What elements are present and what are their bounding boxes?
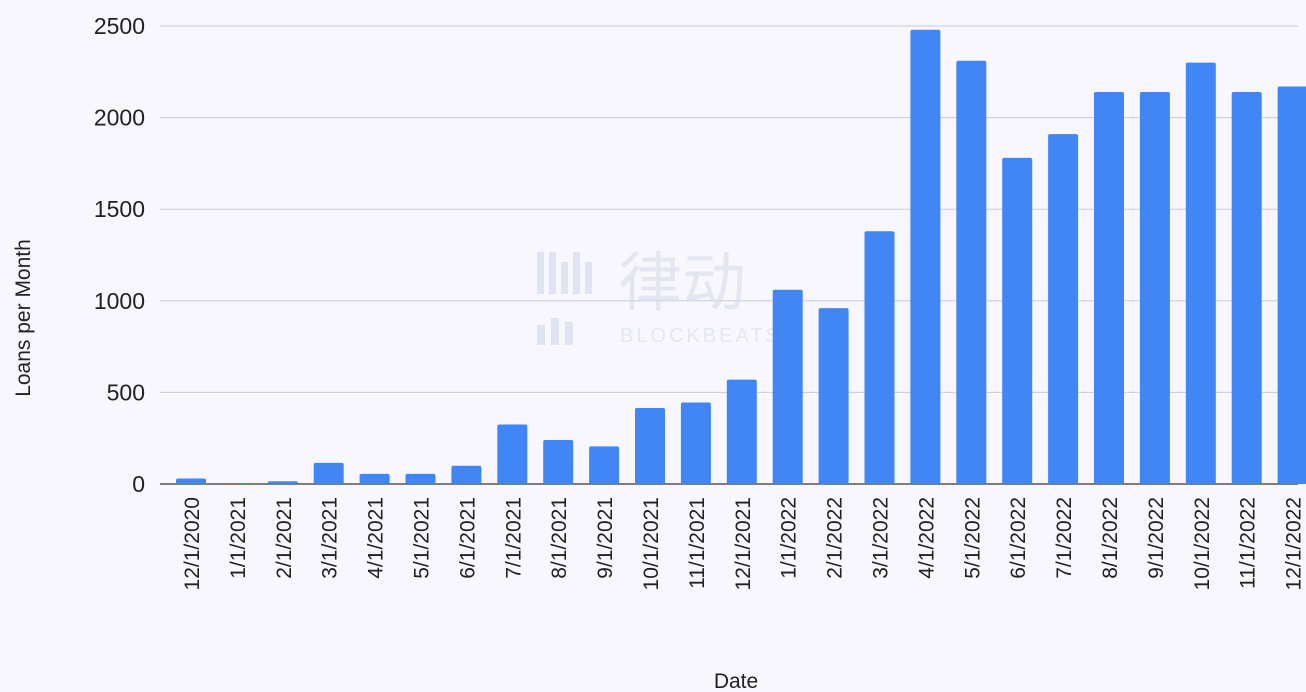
bar — [772, 289, 803, 484]
x-tick-label: 6/1/2022 — [1007, 497, 1030, 579]
bar — [451, 465, 482, 484]
bar — [176, 478, 206, 484]
x-tick-label: 7/1/2022 — [1053, 497, 1076, 579]
bar — [359, 473, 390, 484]
watermark-cjk: 律动 — [618, 247, 746, 319]
bar — [956, 60, 987, 485]
x-tick-label: 11/1/2021 — [686, 497, 709, 589]
y-tick-label: 2500 — [94, 13, 145, 39]
x-axis-ticks: 12/1/2020 1/1/2021 2/1/2021 3/1/2021 4/1/202… — [181, 497, 1306, 590]
bar — [267, 481, 298, 484]
x-tick-label: 9/1/2021 — [594, 497, 617, 579]
bar — [1094, 92, 1124, 484]
y-axis-ticks: 0 500 1000 1500 2000 2500 — [94, 13, 145, 497]
bar — [726, 379, 757, 484]
bar — [1139, 92, 1170, 484]
x-tick-label: 1/1/2021 — [227, 497, 250, 579]
x-tick-label: 10/1/2022 — [1191, 497, 1214, 590]
x-tick-label: 10/1/2021 — [640, 497, 663, 590]
x-tick-label: 12/1/2022 — [1283, 497, 1306, 590]
x-tick-label: 8/1/2022 — [1099, 497, 1122, 579]
y-axis-title: Loans per Month — [12, 239, 35, 397]
x-axis-title: Date — [714, 670, 758, 692]
bar — [1185, 62, 1216, 484]
x-tick-label: 5/1/2022 — [961, 497, 984, 579]
bar — [818, 308, 849, 484]
x-tick-label: 4/1/2022 — [915, 497, 938, 579]
bars — [176, 29, 1306, 485]
x-tick-label: 3/1/2022 — [870, 497, 893, 579]
x-tick-label: 5/1/2021 — [411, 497, 434, 579]
bar — [1002, 157, 1033, 484]
x-tick-label: 3/1/2021 — [319, 497, 342, 579]
bar — [313, 462, 344, 484]
bar — [589, 446, 620, 484]
x-tick-label: 6/1/2021 — [456, 497, 479, 579]
watermark-latin: BLOCKBEATS — [620, 325, 782, 347]
bar — [1048, 134, 1079, 484]
y-tick-label: 2000 — [94, 105, 145, 131]
x-tick-label: 8/1/2021 — [548, 497, 571, 579]
x-tick-label: 9/1/2022 — [1145, 497, 1168, 579]
x-tick-label: 7/1/2021 — [502, 497, 525, 579]
y-tick-label: 1500 — [94, 196, 145, 222]
x-tick-label: 2/1/2022 — [824, 497, 847, 579]
bar — [543, 440, 574, 484]
bar — [221, 483, 252, 484]
x-tick-label: 12/1/2020 — [181, 497, 204, 590]
x-tick-label: 2/1/2021 — [273, 497, 296, 579]
bar — [1277, 86, 1306, 484]
y-tick-label: 500 — [107, 379, 145, 405]
watermark-logo: 律动 BLOCKBEATS — [537, 247, 782, 347]
bar — [635, 408, 665, 484]
x-tick-label: 1/1/2022 — [778, 497, 801, 579]
bar — [680, 402, 711, 484]
bar — [497, 424, 528, 484]
x-tick-label: 4/1/2021 — [365, 497, 388, 579]
x-tick-label: 12/1/2021 — [732, 497, 755, 590]
bar — [910, 29, 941, 484]
bar — [1231, 92, 1262, 484]
y-tick-label: 0 — [132, 471, 145, 497]
y-tick-label: 1000 — [94, 288, 145, 314]
bar — [405, 473, 436, 484]
bar — [864, 231, 895, 484]
x-tick-label: 11/1/2022 — [1237, 497, 1260, 589]
